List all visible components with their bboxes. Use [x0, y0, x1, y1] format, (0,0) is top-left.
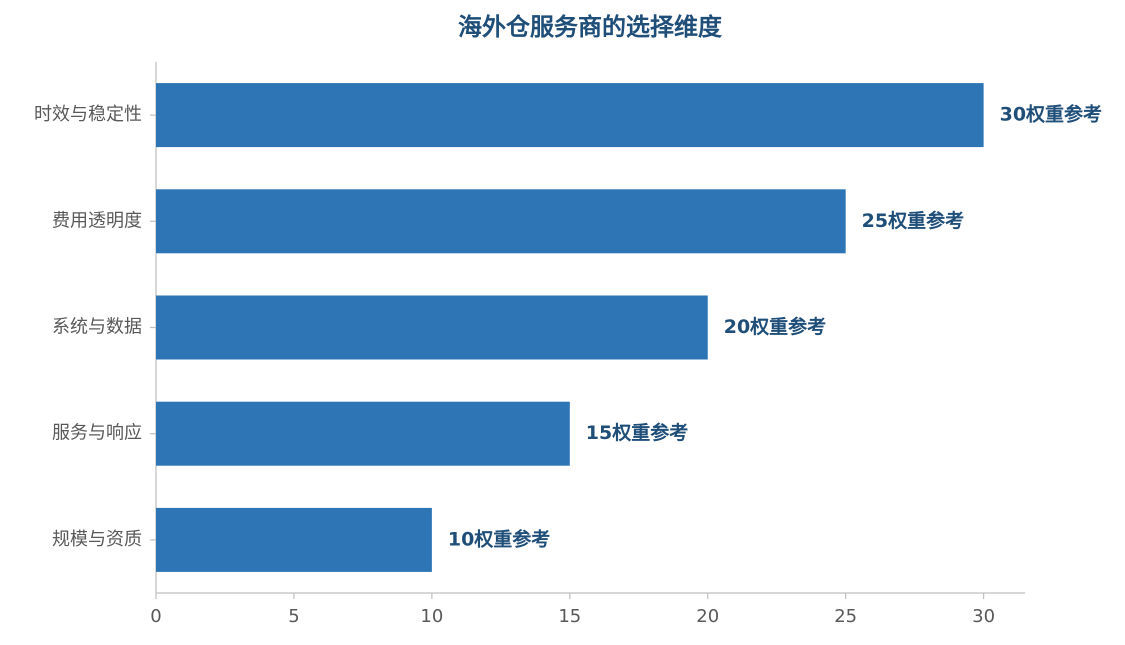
- bar: [156, 401, 570, 466]
- value-label: 10权重参考: [448, 527, 550, 550]
- bar: [156, 507, 432, 572]
- x-tick-label: 5: [288, 606, 299, 627]
- x-tick-label: 15: [558, 606, 581, 627]
- x-tick-label: 20: [696, 606, 719, 627]
- bar: [156, 189, 846, 254]
- value-label: 15权重参考: [586, 421, 688, 444]
- bar: [156, 83, 984, 148]
- x-tick-label: 25: [834, 606, 857, 627]
- value-label: 25权重参考: [862, 209, 964, 232]
- x-tick-label: 30: [972, 606, 995, 627]
- chart-title: 海外仓服务商的选择维度: [458, 13, 723, 41]
- value-label: 30权重参考: [1000, 103, 1102, 126]
- value-label: 20权重参考: [724, 315, 826, 338]
- y-tick-label: 时效与稳定性: [34, 104, 142, 125]
- x-tick-label: 0: [150, 606, 161, 627]
- y-tick-label: 系统与数据: [52, 317, 142, 338]
- x-tick-label: 10: [420, 606, 443, 627]
- y-tick-label: 服务与响应: [52, 423, 142, 444]
- bar: [156, 295, 708, 360]
- y-tick-label: 费用透明度: [52, 210, 142, 231]
- y-tick-label: 规模与资质: [52, 529, 142, 550]
